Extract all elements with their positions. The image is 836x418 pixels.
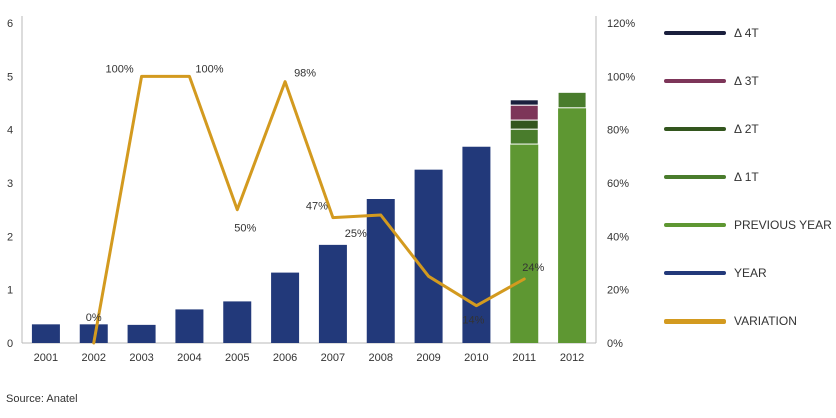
bars-layer — [31, 91, 587, 343]
x-tick-label: 2012 — [560, 352, 584, 364]
x-tick-label: 2010 — [464, 352, 488, 364]
bar-segment — [223, 301, 252, 343]
bar-segment — [509, 128, 539, 145]
bar-segment — [557, 91, 587, 109]
legend-item: Δ 1T — [664, 167, 759, 187]
left-tick-label: 0 — [7, 338, 13, 350]
x-tick-label: 2006 — [273, 352, 297, 364]
legend-item: PREVIOUS YEAR — [664, 215, 832, 235]
left-tick-label: 5 — [7, 71, 13, 83]
variation-data-label: 0% — [86, 312, 102, 324]
legend-item: Δ 4T — [664, 23, 759, 43]
legend-item: VARIATION — [664, 311, 797, 331]
legend-label: YEAR — [734, 266, 767, 280]
right-tick-label: 20% — [607, 285, 629, 297]
labels-layer: 0% 100% 100% 50% 98% 47% 25% 14% 24% — [86, 63, 545, 326]
right-tick-label: 100% — [607, 71, 635, 83]
legend-label: PREVIOUS YEAR — [734, 218, 832, 232]
right-tick-label: 40% — [607, 231, 629, 243]
legend-label: VARIATION — [734, 314, 797, 328]
source-note: Source: Anatel — [6, 393, 78, 405]
bar-segment — [366, 199, 395, 343]
bar-segment — [510, 144, 539, 343]
variation-data-label: 50% — [234, 223, 256, 235]
legend-item: Δ 3T — [664, 71, 759, 91]
x-tick-label: 2007 — [321, 352, 345, 364]
legend-swatch — [664, 127, 726, 131]
legend-label: Δ 1T — [734, 170, 759, 184]
variation-data-label: 24% — [522, 262, 544, 274]
left-tick-label: 3 — [7, 178, 13, 190]
variation-data-label: 14% — [462, 315, 484, 327]
bar-segment — [79, 324, 108, 343]
bar-segment — [558, 107, 587, 343]
right-tick-label: 0% — [607, 338, 623, 350]
x-tick-label: 2003 — [129, 352, 153, 364]
bar-segment — [462, 146, 491, 343]
variation-data-label: 98% — [294, 68, 316, 80]
legend-item: Δ 2T — [664, 119, 759, 139]
bar-segment — [414, 169, 443, 343]
legend-swatch — [664, 271, 726, 275]
left-tick-label: 2 — [7, 231, 13, 243]
variation-data-label: 100% — [195, 63, 223, 75]
legend-swatch — [664, 175, 726, 179]
bar-segment — [318, 244, 347, 343]
bar-segment — [509, 119, 539, 130]
legend-item: YEAR — [664, 263, 767, 283]
x-tick-label: 2011 — [512, 352, 536, 364]
legend-label: Δ 3T — [734, 74, 759, 88]
x-tick-label: 2005 — [225, 352, 249, 364]
variation-data-label: 100% — [106, 63, 134, 75]
left-tick-label: 4 — [7, 125, 13, 137]
x-tick-label: 2004 — [177, 352, 201, 364]
bar-segment — [509, 104, 539, 121]
legend-label: Δ 4T — [734, 26, 759, 40]
left-tick-label: 1 — [7, 285, 13, 297]
right-tick-label: 80% — [607, 125, 629, 137]
variation-line — [92, 74, 526, 345]
legend-swatch — [664, 223, 726, 227]
variation-data-label: 25% — [345, 228, 367, 240]
line-layer — [92, 74, 526, 345]
x-tick-label: 2009 — [416, 352, 440, 364]
x-tick-label: 2008 — [369, 352, 393, 364]
variation-data-label: 47% — [306, 201, 328, 213]
bar-segment — [127, 324, 156, 343]
legend-swatch — [664, 79, 726, 83]
x-tick-label: 2002 — [82, 352, 106, 364]
bar-segment — [271, 272, 300, 343]
legend-swatch — [664, 318, 726, 324]
bar-segment — [175, 309, 204, 343]
right-tick-label: 60% — [607, 178, 629, 190]
right-tick-label: 120% — [607, 18, 635, 30]
left-tick-label: 6 — [7, 18, 13, 30]
bar-segment — [31, 324, 60, 343]
bar-segment — [509, 99, 539, 106]
legend-label: Δ 2T — [734, 122, 759, 136]
legend-swatch — [664, 31, 726, 35]
x-tick-label: 2001 — [34, 352, 58, 364]
